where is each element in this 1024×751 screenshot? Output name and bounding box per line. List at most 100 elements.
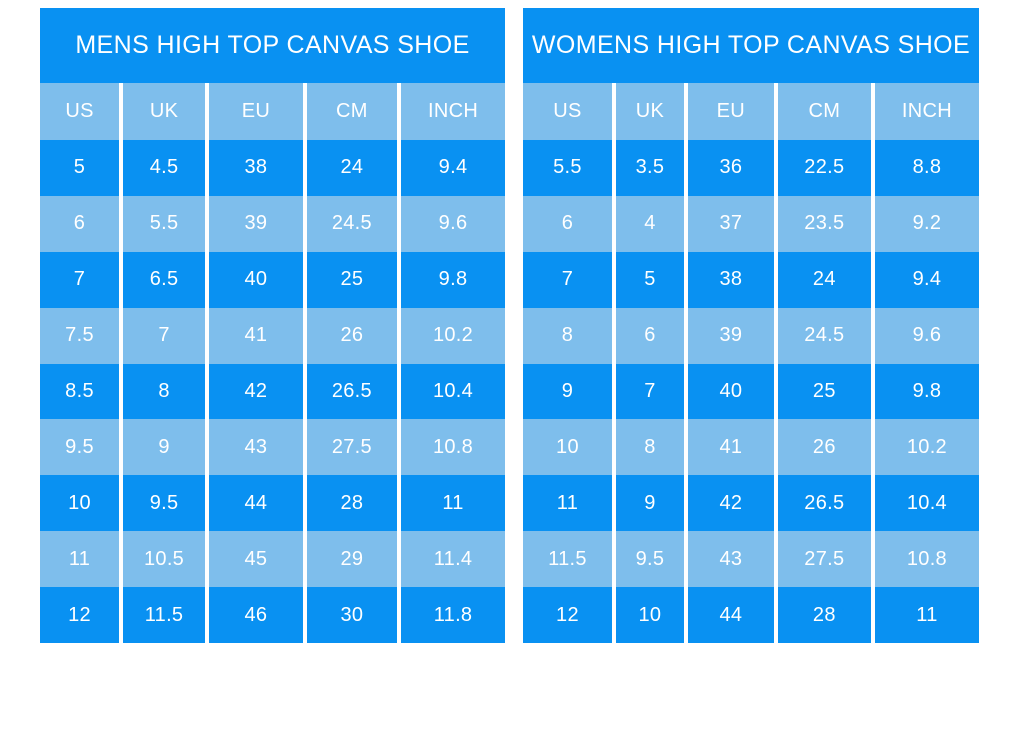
- table-cell: 27.5: [302, 419, 397, 476]
- table-row: 12 10 44 28 11: [523, 587, 979, 644]
- table-cell: 36: [683, 140, 774, 196]
- table-cell: 23.5: [773, 195, 871, 252]
- table-cell: 38: [683, 251, 774, 308]
- table-cell: 24: [302, 140, 397, 196]
- column-header-eu: EU: [683, 83, 774, 140]
- table-cell: 11.5: [119, 587, 205, 644]
- column-header-inch: INCH: [870, 83, 979, 140]
- table-cell: 3.5: [611, 140, 684, 196]
- table-cell: 4.5: [119, 140, 205, 196]
- table-cell: 29: [302, 531, 397, 588]
- table-cell: 9.4: [870, 251, 979, 308]
- table-row: 7 5 38 24 9.4: [523, 251, 979, 308]
- table-row: 6 5.5 39 24.5 9.6: [40, 195, 505, 252]
- column-header-cm: CM: [773, 83, 871, 140]
- mens-table-header-row: US UK EU CM INCH: [40, 83, 505, 140]
- table-cell: 5: [611, 251, 684, 308]
- table-cell: 45: [205, 531, 303, 588]
- table-cell: 10: [68, 491, 91, 514]
- table-cell: 7: [561, 268, 574, 291]
- table-row: 11.5 9.5 43 27.5 10.8: [523, 531, 979, 588]
- table-cell: 11: [68, 547, 91, 570]
- mens-size-table: MENS HIGH TOP CANVAS SHOE US UK EU CM INCH 5…: [40, 8, 505, 644]
- table-cell: 26.5: [302, 363, 397, 420]
- table-cell: 24.5: [302, 195, 397, 252]
- table-cell: 43: [683, 531, 774, 588]
- table-row: 10 9.5 44 28 11: [40, 475, 505, 532]
- table-cell: 28: [302, 475, 397, 532]
- table-cell: 10.8: [870, 531, 979, 588]
- table-row: 5.5 3.5 36 22.5 8.8: [523, 140, 979, 196]
- table-cell: 11: [870, 587, 979, 644]
- table-cell: 11: [397, 475, 505, 532]
- table-cell: 40: [683, 363, 774, 420]
- table-cell: 38: [205, 140, 303, 196]
- table-cell: 9.5: [611, 531, 684, 588]
- table-cell: 42: [683, 475, 774, 532]
- column-header-uk: UK: [119, 83, 205, 140]
- table-cell: 41: [205, 307, 303, 364]
- table-cell: 7.5: [65, 324, 94, 347]
- column-header-cm: CM: [302, 83, 397, 140]
- table-cell: 10: [611, 587, 684, 644]
- table-cell: 8.5: [65, 380, 94, 402]
- table-cell: 7: [611, 363, 684, 420]
- mens-table-body: 5 4.5 38 24 9.4 6 5.5 39 24.5 9.6 7 6.5 40 25 9.8 7.5 7 4…: [40, 140, 505, 644]
- womens-size-table: WOMENS HIGH TOP CANVAS SHOE US UK EU CM INCH…: [523, 8, 979, 644]
- table-cell: 6: [73, 212, 86, 235]
- table-cell: 8: [611, 419, 684, 476]
- table-cell: 8: [119, 363, 205, 420]
- table-cell: 22.5: [773, 140, 871, 196]
- table-cell: 7: [73, 268, 86, 291]
- table-row: 9 7 40 25 9.8: [523, 363, 979, 420]
- column-header-uk: UK: [611, 83, 684, 140]
- table-cell: 24.5: [773, 307, 871, 364]
- table-cell: 9: [119, 419, 205, 476]
- table-cell: 5.5: [119, 195, 205, 252]
- table-cell: 6: [561, 212, 574, 235]
- table-row: 12 11.5 46 30 11.8: [40, 587, 505, 644]
- womens-table-body: 5.5 3.5 36 22.5 8.8 6 4 37 23.5 9.2 7 5 38 24 9.4 8 6 39 2…: [523, 140, 979, 644]
- table-row: 5 4.5 38 24 9.4: [40, 140, 505, 196]
- table-cell: 9.5: [65, 435, 94, 458]
- table-cell: 8.8: [870, 140, 979, 196]
- table-cell: 37: [683, 195, 774, 252]
- womens-table-header-row: US UK EU CM INCH: [523, 83, 979, 140]
- table-cell: 40: [205, 251, 303, 308]
- table-cell: 26.5: [773, 475, 871, 532]
- table-cell: 6: [611, 307, 684, 364]
- table-cell: 8: [561, 324, 574, 347]
- column-header-us: US: [553, 100, 582, 122]
- table-row: 6 4 37 23.5 9.2: [523, 195, 979, 252]
- table-cell: 26: [302, 307, 397, 364]
- table-cell: 46: [205, 587, 303, 644]
- table-cell: 41: [683, 419, 774, 476]
- table-cell: 10.8: [397, 419, 505, 476]
- womens-table-title: WOMENS HIGH TOP CANVAS SHOE: [523, 8, 979, 83]
- table-cell: 11.5: [548, 547, 587, 570]
- table-cell: 5.5: [553, 156, 582, 179]
- table-cell: 44: [205, 475, 303, 532]
- table-cell: 9.8: [397, 251, 505, 308]
- table-cell: 43: [205, 419, 303, 476]
- table-cell: 5: [73, 156, 86, 179]
- table-cell: 27.5: [773, 531, 871, 588]
- table-row: 10 8 41 26 10.2: [523, 419, 979, 476]
- table-cell: 12: [556, 603, 579, 626]
- table-cell: 6.5: [119, 251, 205, 308]
- table-cell: 10.4: [870, 475, 979, 532]
- table-row: 7 6.5 40 25 9.8: [40, 251, 505, 308]
- table-cell: 9.4: [397, 140, 505, 196]
- table-cell: 25: [773, 363, 871, 420]
- column-header-inch: INCH: [397, 83, 505, 140]
- table-cell: 42: [205, 363, 303, 420]
- table-cell: 9.8: [870, 363, 979, 420]
- table-row: 7.5 7 41 26 10.2: [40, 307, 505, 364]
- table-cell: 28: [773, 587, 871, 644]
- column-header-us: US: [65, 100, 94, 122]
- table-cell: 10: [556, 435, 579, 458]
- table-cell: 10.5: [119, 531, 205, 588]
- table-cell: 10.2: [870, 419, 979, 476]
- table-cell: 44: [683, 587, 774, 644]
- table-cell: 30: [302, 587, 397, 644]
